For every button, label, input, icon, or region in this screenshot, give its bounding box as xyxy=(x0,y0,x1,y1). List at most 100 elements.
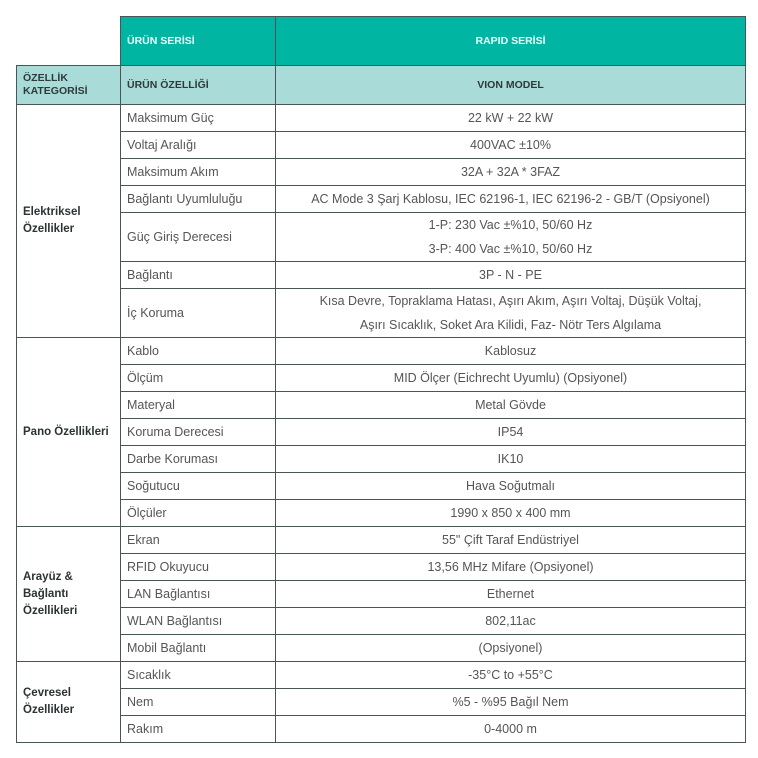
feature-cell: Materyal xyxy=(120,391,276,419)
value-line: (Opsiyonel) xyxy=(478,641,543,655)
value-line: 55" Çift Taraf Endüstriyel xyxy=(442,533,579,547)
value-line: Ethernet xyxy=(486,587,535,601)
value-line: Kısa Devre, Topraklama Hatası, Aşırı Akı… xyxy=(319,294,702,308)
value-line: Aşırı Sıcaklık, Soket Ara Kilidi, Faz- N… xyxy=(359,318,662,332)
series-value: RAPID SERİSİ xyxy=(275,16,746,66)
value-cell: 400VAC ±10% xyxy=(275,131,746,159)
table-row: Bağlantı 3P - N - PE xyxy=(17,261,746,289)
feature-cell: Voltaj Aralığı xyxy=(120,131,276,159)
table-row: Çevresel Özellikler Sıcaklık -35°C to +55°… xyxy=(16,661,746,743)
feature-cell: Maksimum Akım xyxy=(120,158,276,186)
value-line: 22 kW + 22 kW xyxy=(467,111,554,125)
value-line: 32A + 32A * 3FAZ xyxy=(460,165,561,179)
feature-cell: Nem xyxy=(120,688,276,716)
feature-cell: İç Koruma xyxy=(120,288,276,338)
value-line: 1990 x 850 x 400 mm xyxy=(450,506,571,520)
value-line: 802,11ac xyxy=(485,614,536,628)
header-row-series: ÜRÜN SERİSİ RAPID SERİSİ xyxy=(16,16,746,66)
table-row: Ölçüm MID Ölçer (Eichrecht Uyumlu) (Opsiy… xyxy=(17,364,746,392)
value-cell: Metal Gövde xyxy=(275,391,746,419)
value-line: AC Mode 3 Şarj Kablosu, IEC 62196-1, IEC… xyxy=(311,192,710,206)
value-cell: 3P - N - PE xyxy=(275,261,746,289)
feature-cell: Darbe Koruması xyxy=(120,445,276,473)
value-line: 1-P: 230 Vac ±%10, 50/60 Hz xyxy=(428,218,593,232)
value-cell: Kablosuz xyxy=(275,337,746,365)
category-cell: Pano Özellikleri xyxy=(16,337,121,527)
value-cell: Hava Soğutmalı xyxy=(275,472,746,500)
value-cell: Kısa Devre, Topraklama Hatası, Aşırı Akı… xyxy=(275,288,746,338)
table-row: Voltaj Aralığı 400VAC ±10% xyxy=(17,131,746,159)
feature-cell: Mobil Bağlantı xyxy=(120,634,276,662)
table-row: Ölçüler 1990 x 850 x 400 mm xyxy=(17,499,746,527)
feature-header: ÜRÜN ÖZELLİĞİ xyxy=(120,65,276,105)
table-row: Materyal Metal Gövde xyxy=(17,391,746,419)
value-cell: 55" Çift Taraf Endüstriyel xyxy=(275,526,746,554)
table-row: RFID Okuyucu 13,56 MHz Mifare (Opsiyonel) xyxy=(17,553,746,581)
category-cell: Elektriksel Özellikler xyxy=(16,104,121,338)
feature-cell: Bağlantı xyxy=(120,261,276,289)
value-line: %5 - %95 Bağıl Nem xyxy=(452,695,569,709)
value-line: 0-4000 m xyxy=(484,722,537,736)
value-cell: %5 - %95 Bağıl Nem xyxy=(275,688,746,716)
feature-cell: Rakım xyxy=(120,715,276,743)
value-cell: 1-P: 230 Vac ±%10, 50/60 Hz 3-P: 400 Vac … xyxy=(275,212,746,262)
feature-cell: Soğutucu xyxy=(120,472,276,500)
category-header: ÖZELLİK KATEGORİSİ xyxy=(16,65,121,105)
table-row: Pano Özellikleri Kablo Kablosuz xyxy=(16,337,746,527)
spec-table: ÜRÜN SERİSİ RAPID SERİSİ ÖZELLİK KATEGOR… xyxy=(16,16,746,743)
table-row: Bağlantı Uyumluluğu AC Mode 3 Şarj Kablos… xyxy=(17,185,746,213)
table-row: İç Koruma Kısa Devre, Topraklama Hatası, … xyxy=(17,288,746,338)
value-cell: IK10 xyxy=(275,445,746,473)
value-cell: 0-4000 m xyxy=(275,715,746,743)
value-cell: 13,56 MHz Mifare (Opsiyonel) xyxy=(275,553,746,581)
table-row: Maksimum Akım 32A + 32A * 3FAZ xyxy=(17,158,746,186)
feature-cell: Maksimum Güç xyxy=(120,104,276,132)
table-row: Koruma Derecesi IP54 xyxy=(17,418,746,446)
table-row: Arayüz & Bağlantı Özellikleri Ekran 55" Çi… xyxy=(16,526,746,662)
empty-corner xyxy=(16,16,121,66)
value-line: IP54 xyxy=(497,425,524,439)
value-cell: IP54 xyxy=(275,418,746,446)
value-cell: 1990 x 850 x 400 mm xyxy=(275,499,746,527)
table-row: Güç Giriş Derecesi 1-P: 230 Vac ±%10, 50/… xyxy=(17,212,746,262)
value-cell: 32A + 32A * 3FAZ xyxy=(275,158,746,186)
feature-cell: Bağlantı Uyumluluğu xyxy=(120,185,276,213)
value-cell: Ethernet xyxy=(275,580,746,608)
value-cell: 22 kW + 22 kW xyxy=(275,104,746,132)
feature-cell: Ekran xyxy=(120,526,276,554)
series-label: ÜRÜN SERİSİ xyxy=(120,16,276,66)
value-cell: MID Ölçer (Eichrecht Uyumlu) (Opsiyonel) xyxy=(275,364,746,392)
category-cell: Çevresel Özellikler xyxy=(16,661,121,743)
feature-cell: WLAN Bağlantısı xyxy=(120,607,276,635)
value-line: Kablosuz xyxy=(484,344,537,358)
feature-cell: Güç Giriş Derecesi xyxy=(120,212,276,262)
value-line: 400VAC ±10% xyxy=(470,138,551,152)
feature-cell: Koruma Derecesi xyxy=(120,418,276,446)
value-cell: -35°C to +55°C xyxy=(275,661,746,689)
value-cell: (Opsiyonel) xyxy=(275,634,746,662)
value-line: -35°C to +55°C xyxy=(468,668,553,682)
table-row: Elektriksel Özellikler Maksimum Güç 22 kW … xyxy=(16,104,746,338)
feature-cell: Kablo xyxy=(120,337,276,365)
table-row: Rakım 0-4000 m xyxy=(17,715,746,743)
value-line: IK10 xyxy=(497,452,524,466)
feature-cell: Ölçüler xyxy=(120,499,276,527)
value-line: Metal Gövde xyxy=(475,398,546,412)
table-row: WLAN Bağlantısı 802,11ac xyxy=(17,607,746,635)
table-row: Darbe Koruması IK10 xyxy=(17,445,746,473)
value-line: MID Ölçer (Eichrecht Uyumlu) (Opsiyonel) xyxy=(393,371,628,385)
table-row: Mobil Bağlantı (Opsiyonel) xyxy=(17,634,746,662)
value-line: Hava Soğutmalı xyxy=(466,479,555,493)
value-line: 3P - N - PE xyxy=(479,268,542,282)
value-line: 13,56 MHz Mifare (Opsiyonel) xyxy=(427,560,594,574)
feature-cell: LAN Bağlantısı xyxy=(120,580,276,608)
feature-cell: Sıcaklık xyxy=(120,661,276,689)
value-cell: 802,11ac xyxy=(275,607,746,635)
value-line: 3-P: 400 Vac ±%10, 50/60 Hz xyxy=(428,242,593,256)
feature-cell: RFID Okuyucu xyxy=(120,553,276,581)
table-row: LAN Bağlantısı Ethernet xyxy=(17,580,746,608)
table-row: Soğutucu Hava Soğutmalı xyxy=(17,472,746,500)
value-cell: AC Mode 3 Şarj Kablosu, IEC 62196-1, IEC… xyxy=(275,185,746,213)
feature-cell: Ölçüm xyxy=(120,364,276,392)
header-row-features: ÖZELLİK KATEGORİSİ ÜRÜN ÖZELLİĞİ VION MO… xyxy=(16,65,746,105)
